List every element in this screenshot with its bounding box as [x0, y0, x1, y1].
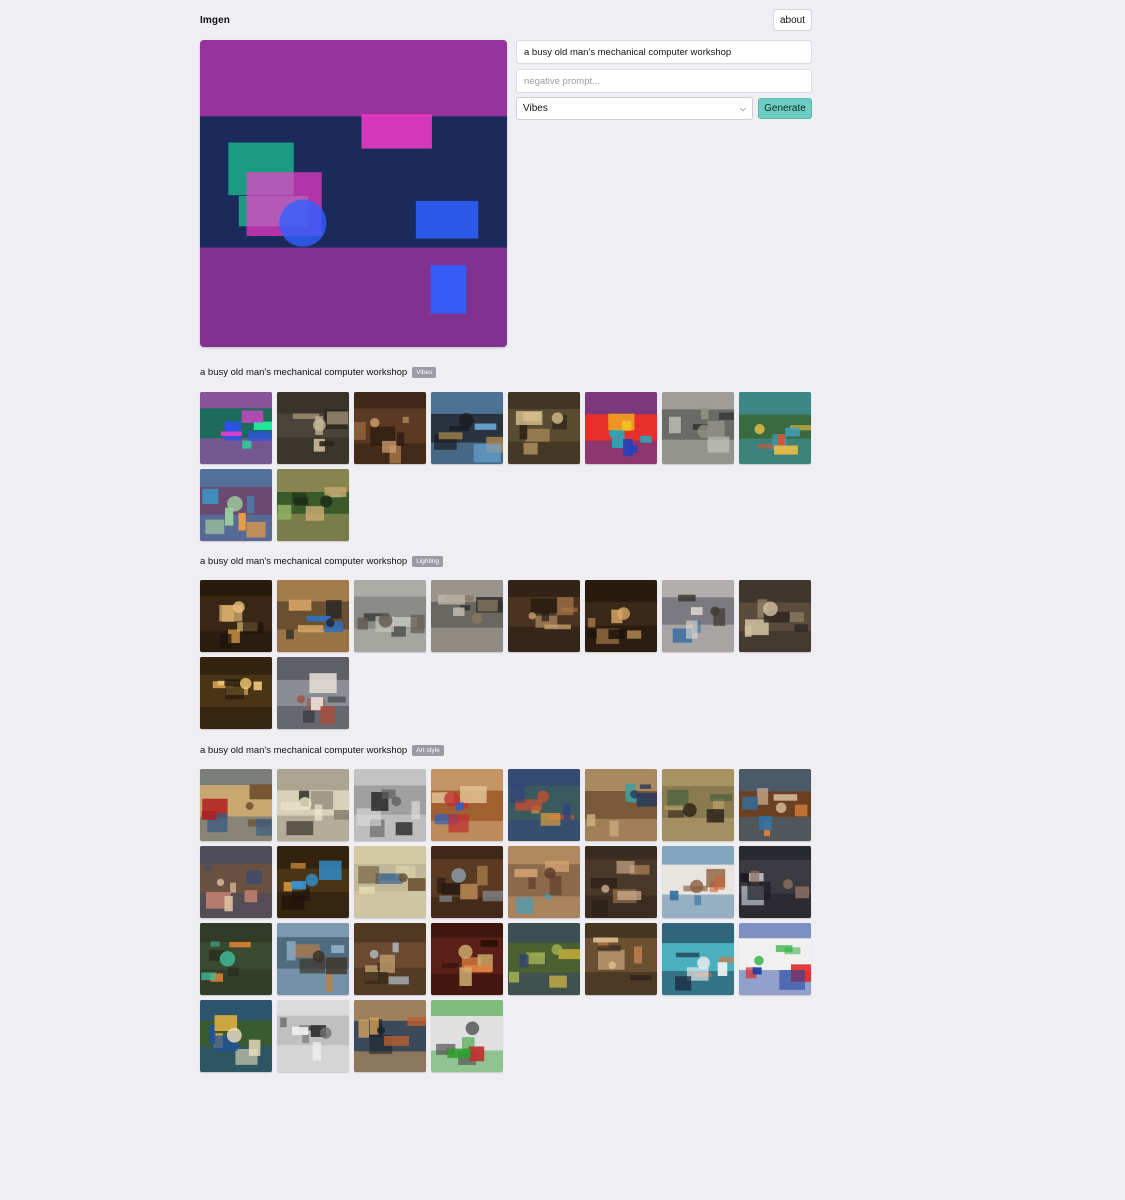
thumbnail-image[interactable]: [431, 923, 503, 995]
prompt-input[interactable]: [516, 40, 812, 64]
thumbnail-image[interactable]: [662, 769, 734, 841]
image-grid-vibes: [200, 392, 811, 541]
thumbnail-image[interactable]: [277, 580, 349, 652]
thumbnail-image[interactable]: [354, 923, 426, 995]
thumbnail-image[interactable]: [508, 392, 580, 464]
thumbnail-image[interactable]: [354, 769, 426, 841]
thumbnail-image[interactable]: [200, 657, 272, 729]
thumbnail-image[interactable]: [277, 923, 349, 995]
generate-button[interactable]: Generate: [758, 98, 812, 119]
section-caption: a busy old man's mechanical computer wor…: [200, 367, 408, 378]
thumbnail-image[interactable]: [662, 923, 734, 995]
thumbnail-image[interactable]: [200, 769, 272, 841]
thumbnail-image[interactable]: [585, 846, 657, 918]
thumbnail-image[interactable]: [585, 580, 657, 652]
thumbnail-image[interactable]: [354, 846, 426, 918]
thumbnail-image[interactable]: [739, 846, 811, 918]
chevron-down-icon: ⌵: [739, 103, 746, 113]
thumbnail-image[interactable]: [277, 846, 349, 918]
section-header-lighting: a busy old man's mechanical computer wor…: [200, 556, 443, 567]
section-header-vibes: a busy old man's mechanical computer wor…: [200, 367, 437, 378]
image-grid-lighting: [200, 580, 811, 729]
thumbnail-image[interactable]: [431, 769, 503, 841]
thumbnail-image[interactable]: [431, 846, 503, 918]
thumbnail-image[interactable]: [431, 580, 503, 652]
thumbnail-image[interactable]: [354, 1000, 426, 1072]
negative-prompt-input[interactable]: [516, 69, 812, 93]
style-select[interactable]: Vibes ⌵: [516, 97, 753, 120]
thumbnail-image[interactable]: [200, 580, 272, 652]
thumbnail-image[interactable]: [200, 1000, 272, 1072]
thumbnail-image[interactable]: [739, 769, 811, 841]
thumbnail-image[interactable]: [277, 469, 349, 541]
style-badge: Vibes: [412, 367, 437, 378]
thumbnail-image[interactable]: [739, 923, 811, 995]
app-title: Imgen: [200, 15, 230, 26]
thumbnail-image[interactable]: [200, 392, 272, 464]
about-button[interactable]: about: [773, 9, 812, 31]
section-caption: a busy old man's mechanical computer wor…: [200, 556, 408, 567]
style-select-value: Vibes: [523, 103, 548, 114]
thumbnail-image[interactable]: [585, 923, 657, 995]
style-badge: Art style: [412, 745, 444, 756]
section-caption: a busy old man's mechanical computer wor…: [200, 745, 408, 756]
thumbnail-image[interactable]: [354, 392, 426, 464]
section-header-art-style: a busy old man's mechanical computer wor…: [200, 745, 444, 756]
thumbnail-image[interactable]: [200, 923, 272, 995]
thumbnail-image[interactable]: [585, 769, 657, 841]
thumbnail-image[interactable]: [354, 580, 426, 652]
main-generated-image[interactable]: [200, 40, 507, 347]
thumbnail-image[interactable]: [662, 580, 734, 652]
thumbnail-image[interactable]: [508, 923, 580, 995]
thumbnail-image[interactable]: [277, 1000, 349, 1072]
thumbnail-image[interactable]: [662, 846, 734, 918]
thumbnail-image[interactable]: [431, 1000, 503, 1072]
thumbnail-image[interactable]: [739, 580, 811, 652]
thumbnail-image[interactable]: [200, 469, 272, 541]
thumbnail-image[interactable]: [508, 769, 580, 841]
thumbnail-image[interactable]: [431, 392, 503, 464]
thumbnail-image[interactable]: [277, 657, 349, 729]
thumbnail-image[interactable]: [508, 846, 580, 918]
thumbnail-image[interactable]: [739, 392, 811, 464]
thumbnail-image[interactable]: [662, 392, 734, 464]
thumbnail-image[interactable]: [277, 392, 349, 464]
thumbnail-image[interactable]: [508, 580, 580, 652]
image-grid-art-style: [200, 769, 811, 1072]
thumbnail-image[interactable]: [200, 846, 272, 918]
thumbnail-image[interactable]: [277, 769, 349, 841]
style-badge: Lighting: [412, 556, 443, 567]
thumbnail-image[interactable]: [585, 392, 657, 464]
